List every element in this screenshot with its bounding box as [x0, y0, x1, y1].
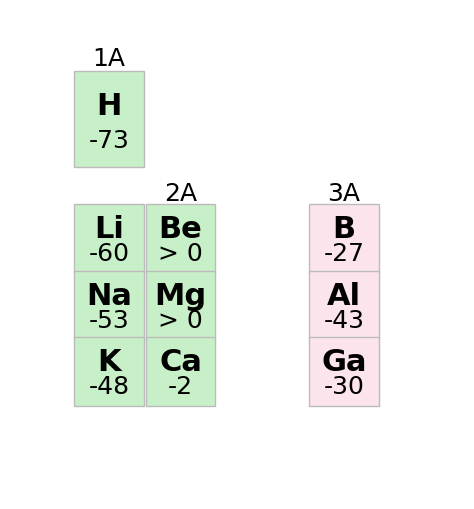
Text: -43: -43: [323, 309, 365, 333]
Text: -53: -53: [89, 309, 129, 333]
Text: Ca: Ca: [159, 348, 202, 377]
Text: -30: -30: [324, 376, 365, 400]
Text: Na: Na: [86, 281, 132, 310]
Bar: [146, 271, 215, 340]
Text: Li: Li: [94, 215, 124, 244]
Text: Ga: Ga: [321, 348, 367, 377]
Bar: [74, 271, 144, 340]
Bar: [74, 204, 144, 273]
Text: 1A: 1A: [92, 47, 125, 71]
Bar: [74, 337, 144, 406]
Text: K: K: [97, 348, 121, 377]
Text: B: B: [332, 215, 356, 244]
Text: -60: -60: [88, 242, 129, 266]
Text: -73: -73: [89, 129, 129, 153]
Bar: [309, 271, 379, 340]
Text: Mg: Mg: [155, 281, 207, 310]
Bar: [146, 337, 215, 406]
Bar: [74, 71, 144, 167]
Text: H: H: [96, 92, 121, 121]
Bar: [309, 337, 379, 406]
Text: -27: -27: [323, 242, 365, 266]
Text: > 0: > 0: [158, 309, 203, 333]
Text: -2: -2: [168, 376, 193, 400]
Text: -48: -48: [88, 376, 129, 400]
Text: 3A: 3A: [328, 182, 360, 206]
Text: 2A: 2A: [164, 182, 197, 206]
Text: > 0: > 0: [158, 242, 203, 266]
Text: Al: Al: [327, 281, 361, 310]
Bar: [309, 204, 379, 273]
Text: Be: Be: [159, 215, 202, 244]
Bar: [146, 204, 215, 273]
